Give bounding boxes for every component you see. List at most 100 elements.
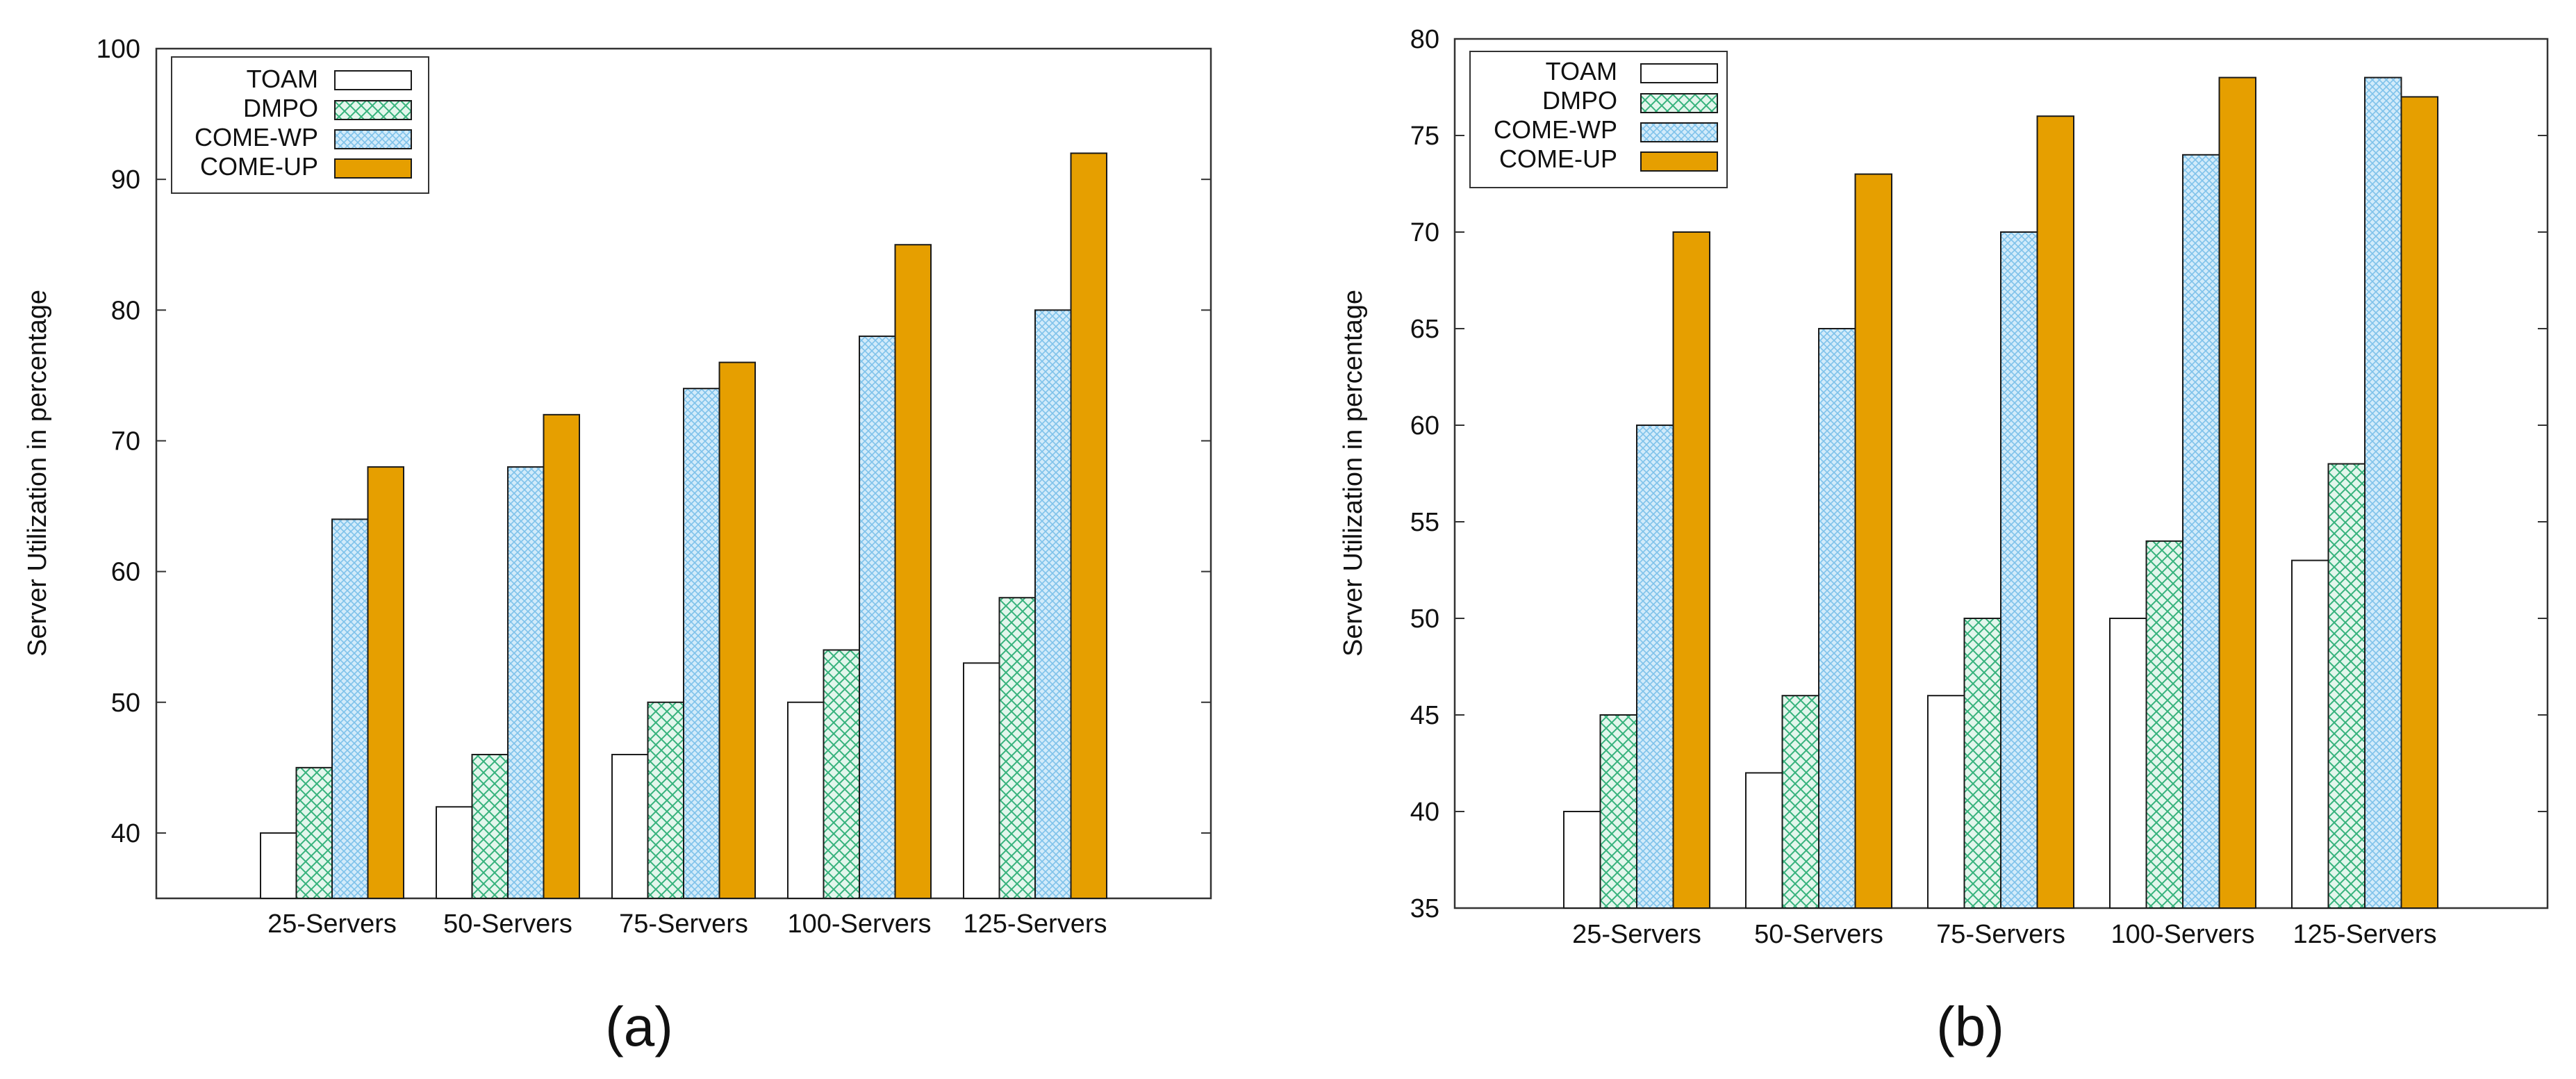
bars-b xyxy=(1563,76,2438,909)
bar-comeup-125-servers xyxy=(1070,152,1107,899)
y-tick-label: 100 xyxy=(97,35,140,64)
x-tick-label: 125-Servers xyxy=(2293,920,2437,949)
bar-comewp-75-servers xyxy=(2000,231,2038,909)
bar-dmpo-125-servers xyxy=(998,597,1036,899)
bar-dmpo-75-servers xyxy=(1963,618,2001,909)
y-tick-label: 40 xyxy=(111,819,140,848)
caption-paren-open: ( xyxy=(605,996,624,1057)
legend-swatch-dmpo xyxy=(1640,93,1718,113)
legend: TOAM DMPO COME-WP COME-UP xyxy=(171,56,429,194)
bar-toam-125-servers xyxy=(2291,559,2329,909)
bar-comeup-100-servers xyxy=(894,244,932,899)
legend-swatch-comeup xyxy=(1640,151,1718,172)
caption-paren-open: ( xyxy=(1936,996,1955,1057)
bar-comeup-50-servers xyxy=(543,413,580,899)
legend-label-comewp: COME-WP xyxy=(195,123,318,151)
legend-swatch-toam xyxy=(334,70,412,90)
legend-label-dmpo: DMPO xyxy=(1542,86,1617,115)
bar-comeup-25-servers xyxy=(367,466,404,899)
x-axis-ticks-b: 25-Servers 50-Servers 75-Servers 100-Server… xyxy=(1572,920,2436,949)
legend-swatch-comeup xyxy=(334,158,412,179)
bar-comewp-100-servers xyxy=(2182,154,2220,909)
bar-dmpo-50-servers xyxy=(471,754,509,899)
bar-comewp-125-servers xyxy=(1034,309,1072,899)
y-tick-label: 70 xyxy=(1410,218,1439,247)
legend-swatch-toam xyxy=(1640,63,1718,83)
bar-comewp-50-servers xyxy=(507,466,545,899)
y-tick-label: 60 xyxy=(1410,411,1439,440)
x-tick-label: 75-Servers xyxy=(1936,920,2065,949)
x-tick-label: 100-Servers xyxy=(2111,920,2255,949)
bar-comeup-75-servers xyxy=(2036,115,2074,909)
y-axis-ticks-a: 40 50 60 70 80 90 100 xyxy=(97,35,1211,848)
y-tick-label: 50 xyxy=(1410,604,1439,634)
bar-toam-75-servers xyxy=(611,754,649,899)
bar-toam-25-servers xyxy=(1563,811,1601,909)
bar-toam-50-servers xyxy=(436,806,473,900)
y-tick-label: 50 xyxy=(111,689,140,718)
bar-comewp-25-servers xyxy=(1636,425,1674,909)
bar-comewp-25-servers xyxy=(331,518,369,899)
bar-toam-125-servers xyxy=(963,662,1000,899)
caption-letter: b xyxy=(1955,996,1986,1057)
bar-comewp-50-servers xyxy=(1818,328,1856,909)
bar-dmpo-100-servers xyxy=(823,649,860,899)
bar-comeup-25-servers xyxy=(1672,231,1710,909)
bar-dmpo-50-servers xyxy=(1781,695,1819,909)
bar-dmpo-25-servers xyxy=(295,766,333,900)
legend: TOAM DMPO COME-WP COME-UP xyxy=(1469,51,1728,188)
legend-swatch-comewp xyxy=(1640,122,1718,142)
legend-label-toam: TOAM xyxy=(247,65,318,93)
bar-comewp-125-servers xyxy=(2364,76,2402,909)
bar-comewp-100-servers xyxy=(859,335,896,899)
subfigure-caption: (b) xyxy=(1936,996,2004,1057)
caption-paren-close: ) xyxy=(654,996,673,1057)
y-axis-ticks-b: 35 40 45 50 55 60 65 70 75 80 xyxy=(1410,25,2548,923)
legend-label-comeup: COME-UP xyxy=(200,152,318,181)
caption-paren-close: ) xyxy=(1985,996,2004,1057)
y-tick-label: 65 xyxy=(1410,315,1439,344)
bar-toam-75-servers xyxy=(1927,695,1965,909)
y-axis-label: Server Utilization in percentage xyxy=(1339,290,1368,657)
x-tick-label: 25-Servers xyxy=(267,909,397,939)
bar-comeup-50-servers xyxy=(1854,173,1892,909)
x-tick-label: 50-Servers xyxy=(1754,920,1883,949)
y-tick-label: 55 xyxy=(1410,508,1439,537)
caption-letter: a xyxy=(624,996,655,1057)
x-axis-ticks-a: 25-Servers 50-Servers 75-Servers 100-Server… xyxy=(267,909,1107,939)
y-tick-label: 70 xyxy=(111,427,140,456)
bar-toam-50-servers xyxy=(1745,772,1783,909)
y-tick-label: 60 xyxy=(111,558,140,587)
bar-comeup-75-servers xyxy=(718,361,756,899)
bars-a xyxy=(260,152,1107,900)
x-tick-label: 125-Servers xyxy=(964,909,1107,939)
subfigure-caption: (a) xyxy=(605,996,673,1057)
legend-label-dmpo: DMPO xyxy=(243,94,318,122)
bar-toam-100-servers xyxy=(787,701,825,899)
legend-swatch-dmpo xyxy=(334,100,412,120)
bar-toam-100-servers xyxy=(2109,618,2147,909)
legend-label-toam: TOAM xyxy=(1546,57,1617,85)
x-tick-label: 25-Servers xyxy=(1572,920,1701,949)
bar-dmpo-75-servers xyxy=(647,701,684,899)
y-tick-label: 40 xyxy=(1410,798,1439,827)
y-tick-label: 45 xyxy=(1410,701,1439,730)
y-axis-label: Server Utilization in percentage xyxy=(23,290,52,657)
x-tick-label: 50-Servers xyxy=(443,909,572,939)
y-tick-label: 80 xyxy=(111,296,140,325)
x-tick-label: 75-Servers xyxy=(619,909,748,939)
bar-toam-25-servers xyxy=(260,832,297,900)
y-tick-label: 80 xyxy=(1410,25,1439,54)
x-tick-label: 100-Servers xyxy=(788,909,932,939)
bar-dmpo-100-servers xyxy=(2145,540,2183,909)
bar-comeup-100-servers xyxy=(2218,76,2256,909)
legend-label-comeup: COME-UP xyxy=(1499,145,1617,173)
legend-swatch-comewp xyxy=(334,129,412,149)
chart-a: 40 50 60 70 80 90 100 25-Servers 50-Servers 75-S… xyxy=(23,35,1212,1057)
bar-comewp-75-servers xyxy=(683,388,720,899)
bar-dmpo-125-servers xyxy=(2327,463,2366,909)
legend-label-comewp: COME-WP xyxy=(1494,115,1617,144)
chart-b: 35 40 45 50 55 60 65 70 75 80 25-Servers 50-Server… xyxy=(1339,25,2549,1057)
y-tick-label: 90 xyxy=(111,165,140,195)
